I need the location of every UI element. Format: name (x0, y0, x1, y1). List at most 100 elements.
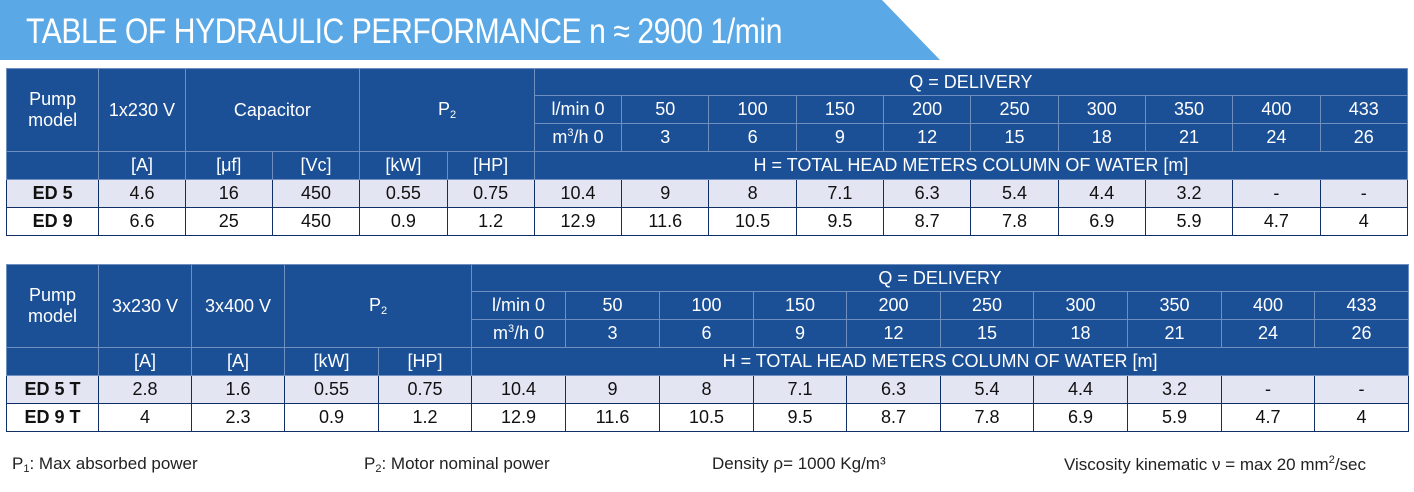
pump-model-cell: ED 9 (5, 207, 100, 236)
value-cell: 1.2 (446, 207, 535, 236)
value-cell: 3.2 (1127, 375, 1223, 404)
voltage-400-header: 3x400 V (191, 264, 285, 348)
value-cell: 4.6 (98, 179, 186, 208)
m3h-label: m3/h 0 (533, 123, 623, 152)
value-cell: 4.7 (1232, 207, 1321, 236)
value-cell: 5.9 (1144, 207, 1234, 236)
voltage-230-header: 3x230 V (98, 264, 192, 348)
value-cell: 6.3 (846, 375, 942, 404)
footnote-density: Density ρ= 1000 Kg/m³ (712, 454, 886, 473)
value-cell: 9.5 (753, 403, 848, 432)
value-cell: 0.9 (359, 207, 448, 236)
performance-table-three-phase: Pump model 3x230 V 3x400 V P2 Q = DELIVE… (6, 264, 1410, 432)
table-row: ED 5 4.6 16 450 0.55 0.75 10.4 9 8 7.1 6.3 5.4 4.4 3.… (5, 179, 1408, 208)
value-cell: 4 (1319, 207, 1408, 236)
pump-model-cell: ED 9 T (6, 403, 99, 432)
value-cell: 0.55 (284, 375, 379, 404)
value-cell: 8 (659, 375, 755, 404)
pump-model-cell: ED 5 (5, 179, 100, 208)
footnote-p2: P2: Motor nominal power (364, 454, 550, 475)
value-cell: 5.4 (970, 179, 1059, 208)
unit-cell: [Vc] (271, 151, 361, 180)
delivery-header: Q = DELIVERY (471, 264, 1410, 292)
value-cell: 9.5 (795, 207, 885, 236)
flow-m3h-cell: 24 (1221, 319, 1316, 348)
footnote-viscosity: Viscosity kinematic ν = max 20 mm2/sec (1064, 454, 1366, 474)
value-cell: 4.7 (1221, 403, 1316, 432)
value-cell: 10.5 (659, 403, 755, 432)
flow-lmin-cell: 433 (1314, 291, 1410, 320)
p2-header: P2 (359, 68, 535, 152)
value-cell: 4 (1314, 403, 1410, 432)
flow-lmin-cell: 100 (708, 95, 797, 124)
flow-m3h-cell: 12 (846, 319, 942, 348)
flow-lmin-cell: 200 (846, 291, 942, 320)
m3h-label: m3/h 0 (471, 319, 567, 348)
pump-model-header: Pump model (5, 68, 100, 152)
delivery-header: Q = DELIVERY (533, 68, 1409, 96)
value-cell: 2.8 (98, 375, 192, 404)
value-cell: 8.7 (883, 207, 972, 236)
flow-lmin-cell: 350 (1127, 291, 1223, 320)
capacitor-header: Capacitor (184, 68, 361, 152)
lmin-row: l/min 0 50 100 150 200 250 300 350 400 433 (7, 95, 1408, 124)
value-cell: 450 (271, 207, 361, 236)
value-cell: 12.9 (533, 207, 623, 236)
flow-lmin-cell: 250 (940, 291, 1035, 320)
value-cell: 2.3 (191, 403, 285, 432)
flow-lmin-cell: 400 (1232, 95, 1321, 124)
value-cell: 3.2 (1144, 179, 1234, 208)
p2-header: P2 (283, 264, 473, 348)
flow-m3h-cell: 3 (621, 123, 710, 152)
voltage-header: 1x230 V (98, 68, 186, 152)
value-cell: 5.9 (1127, 403, 1223, 432)
value-cell: - (1232, 179, 1321, 208)
unit-cell: [kW] (284, 347, 379, 376)
flow-lmin-cell: 250 (970, 95, 1059, 124)
units-empty-cell (6, 347, 99, 376)
footer-notes: P1: Max absorbed power P2: Motor nominal… (0, 454, 1414, 478)
value-cell: 11.6 (565, 403, 661, 432)
head-header: H = TOTAL HEAD METERS COLUMN OF WATER [m… (471, 347, 1410, 376)
units-row: [A] [μf] [Vc] [kW] [HP] H = TOTAL HEAD METERS… (5, 151, 1409, 180)
value-cell: 16 (184, 179, 273, 208)
flow-lmin-cell: 150 (795, 95, 885, 124)
value-cell: 10.4 (533, 179, 623, 208)
pump-model-cell: ED 5 T (6, 375, 99, 404)
value-cell: 10.5 (708, 207, 797, 236)
flow-m3h-cell: 6 (708, 123, 797, 152)
value-cell: 6.9 (1033, 403, 1129, 432)
value-cell: 11.6 (621, 207, 710, 236)
flow-lmin-cell: 150 (753, 291, 848, 320)
value-cell: 1.6 (191, 375, 285, 404)
page-title: TABLE OF HYDRAULIC PERFORMANCE n ≈ 2900 … (26, 12, 783, 51)
value-cell: 6.6 (98, 207, 186, 236)
footnote-p1: P1: Max absorbed power (12, 454, 198, 475)
table-row: ED 5 T 2.8 1.6 0.55 0.75 10.4 9 8 7.1 6.3 5.4 4.4 3.… (6, 375, 1410, 404)
unit-cell: [A] (98, 347, 192, 376)
flow-m3h-cell: 18 (1057, 123, 1146, 152)
value-cell: 0.75 (446, 179, 535, 208)
flow-m3h-cell: 18 (1033, 319, 1129, 348)
value-cell: 0.9 (284, 403, 379, 432)
units-row: [A] [A] [kW] [HP] H = TOTAL HEAD METERS COLU… (6, 347, 1410, 376)
value-cell: 12.9 (471, 403, 567, 432)
pump-model-header: Pump model (6, 264, 99, 348)
title-banner (0, 0, 940, 60)
flow-lmin-cell: 433 (1319, 95, 1408, 124)
value-cell: - (1319, 179, 1408, 208)
flow-m3h-cell: 3 (565, 319, 661, 348)
flow-lmin-cell: 200 (883, 95, 972, 124)
unit-cell: [A] (98, 151, 186, 180)
flow-lmin-cell: 100 (659, 291, 755, 320)
flow-m3h-cell: 21 (1144, 123, 1234, 152)
value-cell: 25 (184, 207, 273, 236)
value-cell: 8.7 (846, 403, 942, 432)
value-cell: 0.75 (377, 375, 473, 404)
flow-lmin-cell: 400 (1221, 291, 1316, 320)
performance-table-single-phase: Pump model 1x230 V Capacitor P2 Q = DELI… (5, 68, 1409, 236)
flow-m3h-cell: 9 (753, 319, 848, 348)
value-cell: 4 (98, 403, 192, 432)
flow-lmin-cell: l/min 0 (471, 291, 567, 320)
value-cell: 8 (708, 179, 797, 208)
